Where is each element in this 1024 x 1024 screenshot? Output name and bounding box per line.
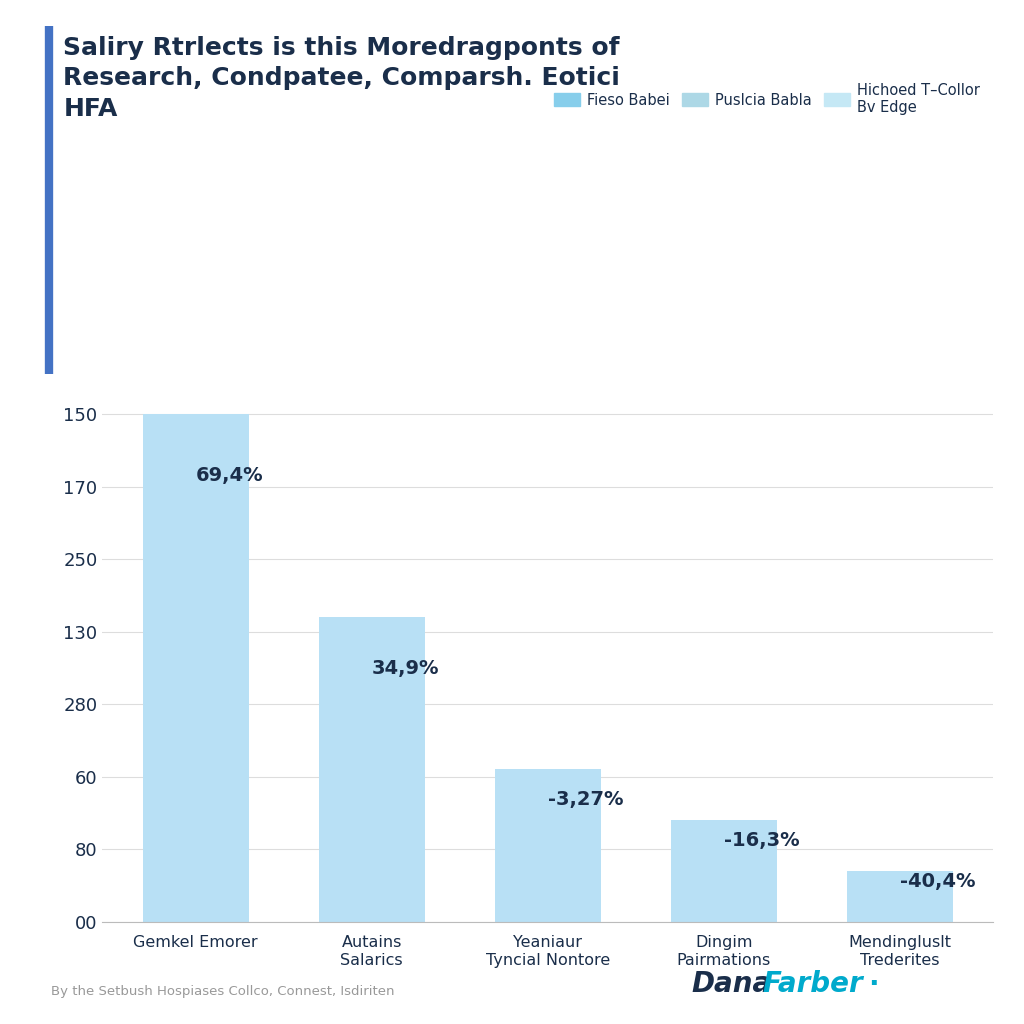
Bar [143, 415, 249, 922]
Text: Saliry Rtrlects is this Moredragponts of
Research, Condpatee, Comparsh. Eotici
H: Saliry Rtrlects is this Moredragponts of… [63, 36, 621, 121]
Bar [318, 617, 425, 922]
Text: Farber: Farber [763, 971, 863, 998]
Text: Dana: Dana [691, 971, 771, 998]
Bar [495, 769, 601, 922]
Legend: Fieso Babei, Puslcia Babla, Hichoed T–Collor
Bv Edge: Fieso Babei, Puslcia Babla, Hichoed T–Co… [548, 77, 986, 121]
Text: 34,9%: 34,9% [372, 658, 439, 678]
Text: By the Setbush Hospiases Collco, Connest, Isdiriten: By the Setbush Hospiases Collco, Connest… [51, 985, 394, 998]
Bar [671, 820, 777, 922]
Text: 69,4%: 69,4% [196, 466, 263, 484]
Bar [847, 870, 952, 922]
Text: -40,4%: -40,4% [900, 871, 976, 891]
Text: -16,3%: -16,3% [724, 830, 800, 850]
Text: -3,27%: -3,27% [548, 791, 624, 809]
Text: ·: · [868, 971, 879, 998]
